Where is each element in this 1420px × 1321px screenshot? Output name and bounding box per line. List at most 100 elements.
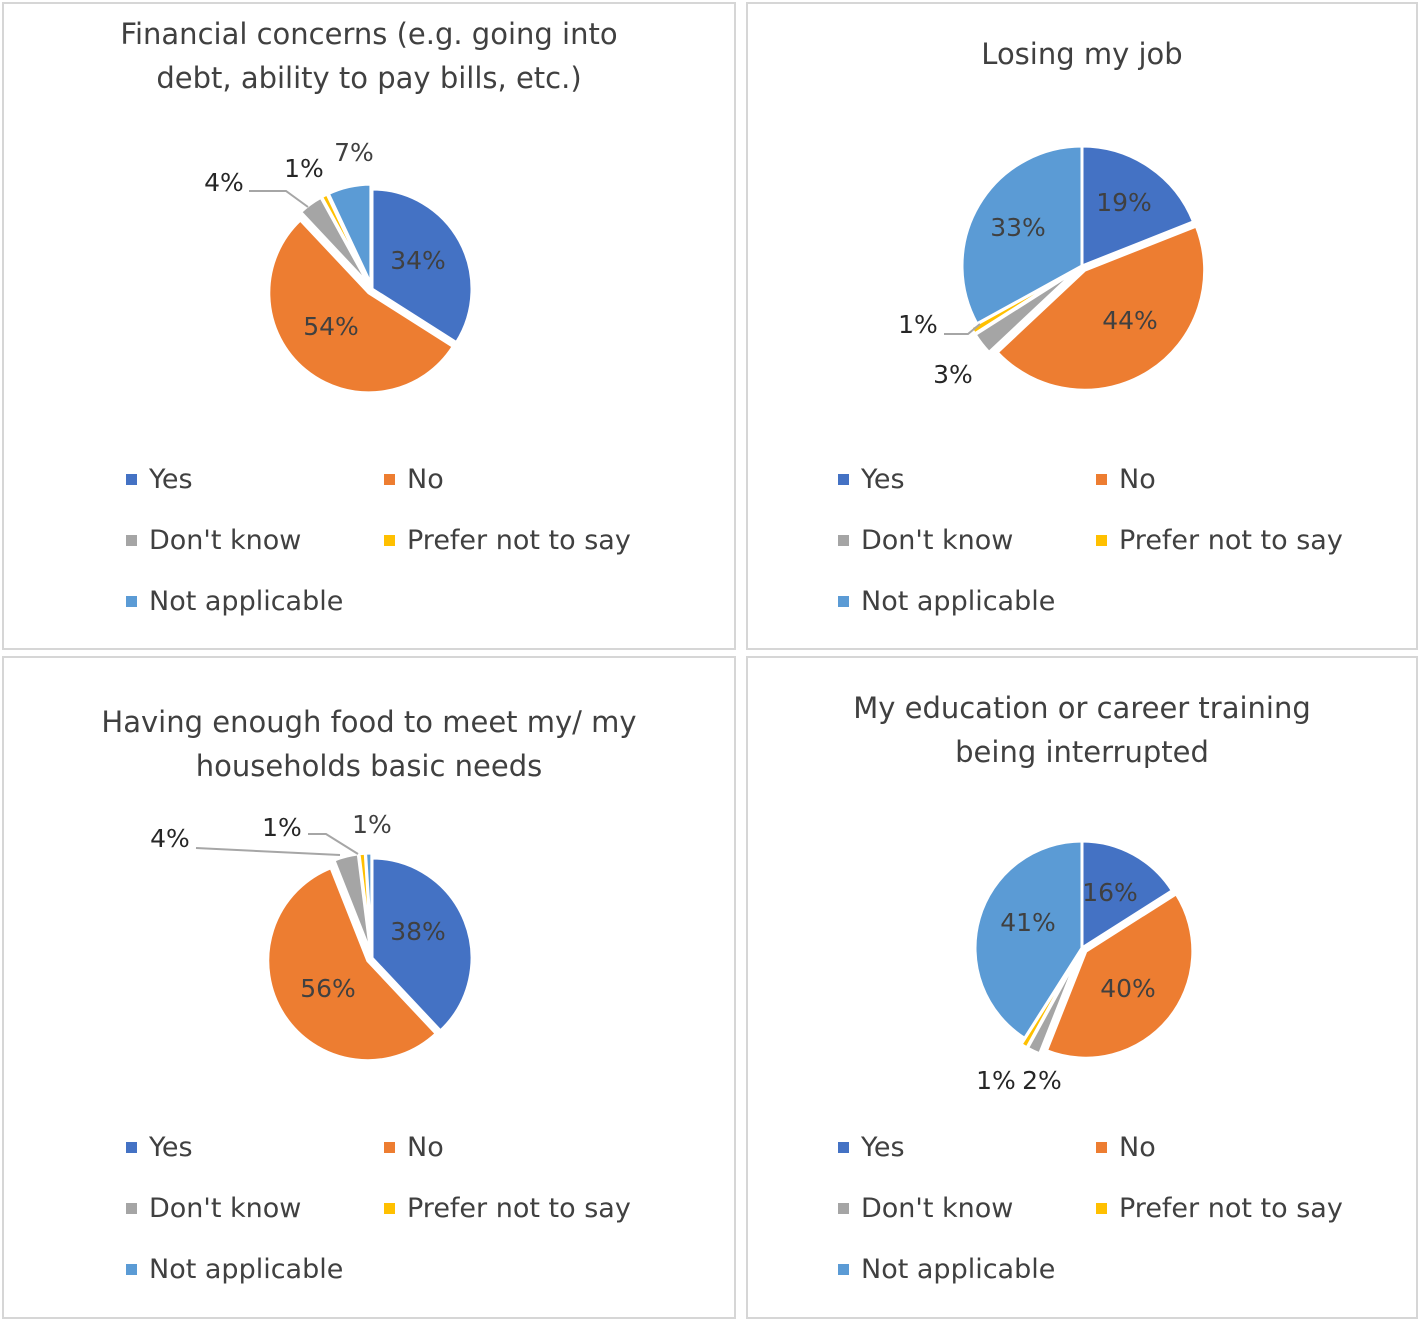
legend-item-yes: Yes — [126, 1132, 193, 1163]
data-label-prefer-not-to-say: 1% — [284, 154, 324, 183]
legend-item-don-t-know: Don't know — [126, 525, 301, 556]
legend-item-yes: Yes — [838, 464, 905, 495]
data-label-don-t-know: 4% — [150, 824, 190, 853]
data-label-yes: 19% — [1096, 188, 1152, 217]
legend-item-not-applicable: Not applicable — [838, 1254, 1055, 1285]
pie-chart: 38% 56% 4% 1% 1% — [150, 810, 474, 1063]
legend-label: No — [407, 1132, 444, 1163]
chart-title: My education or career training being int… — [748, 686, 1416, 774]
legend-label: Don't know — [149, 1193, 302, 1224]
data-label-yes: 38% — [390, 917, 446, 946]
pie-slice-not-applicable — [326, 182, 373, 286]
legend-label: Not applicable — [861, 1254, 1056, 1285]
legend-label: Not applicable — [861, 586, 1056, 617]
legend-item-don-t-know: Don't know — [838, 1193, 1013, 1224]
data-label-not-applicable: 1% — [352, 810, 392, 839]
leader-line — [249, 190, 309, 208]
legend-swatch — [126, 596, 137, 607]
legend-swatch — [1096, 1203, 1107, 1214]
legend-swatch — [384, 1142, 395, 1153]
chart-title-line: debt, ability to pay bills, etc.) — [156, 61, 582, 95]
legend-label: Don't know — [861, 1193, 1014, 1224]
pie-slice-not-applicable — [960, 144, 1084, 326]
chart-title-line: Financial concerns (e.g. going into — [120, 17, 618, 51]
legend-item-don-t-know: Don't know — [126, 1193, 301, 1224]
legend-swatch — [838, 1203, 849, 1214]
legend-swatch — [1096, 535, 1107, 546]
legend-swatch — [838, 596, 849, 607]
legend-label: Prefer not to say — [407, 1193, 631, 1224]
chart-title-line: being interrupted — [955, 735, 1209, 769]
legend-label: No — [407, 464, 444, 495]
data-label-prefer-not-to-say: 1% — [898, 310, 938, 339]
data-label-don-t-know: 3% — [933, 360, 973, 389]
legend-item-no: No — [384, 464, 444, 495]
chart-panel-enough-food: Having enough food to meet my/ my househo… — [2, 656, 736, 1319]
legend-label: Yes — [149, 1132, 193, 1163]
legend-swatch — [1096, 1142, 1107, 1153]
pie-slice-no — [266, 866, 438, 1063]
legend-item-don-t-know: Don't know — [838, 525, 1013, 556]
pie-slice-yes — [1080, 839, 1174, 950]
pie-slice-not-applicable — [973, 839, 1084, 1040]
legend-swatch — [126, 474, 137, 485]
legend-label: Prefer not to say — [1119, 1193, 1343, 1224]
pie-slice-yes — [370, 187, 474, 345]
legend-item-prefer-not-to-say: Prefer not to say — [1096, 525, 1343, 556]
chart-panel-financial-concerns: Financial concerns (e.g. going into debt,… — [2, 2, 736, 650]
chart-title-line: My education or career training — [853, 691, 1311, 725]
pie-chart: 19% 44% 3% 1% 33% — [898, 144, 1207, 392]
data-label-no: 40% — [1100, 974, 1156, 1003]
data-label-don-t-know: 4% — [204, 168, 244, 197]
data-label-no: 56% — [300, 974, 356, 1003]
pie-slice-yes — [370, 856, 474, 1033]
legend-label: No — [1119, 464, 1156, 495]
legend-label: Don't know — [861, 525, 1014, 556]
legend-item-prefer-not-to-say: Prefer not to say — [384, 1193, 631, 1224]
leader-line — [308, 833, 359, 855]
pie-chart: 34% 54% 4% 1% 7% — [204, 138, 474, 395]
pie-slice-not-applicable — [364, 851, 374, 955]
legend-label: Don't know — [149, 525, 302, 556]
chart-title-line: households basic needs — [195, 749, 543, 783]
legend-swatch — [1096, 474, 1107, 485]
legend-item-not-applicable: Not applicable — [126, 586, 343, 617]
legend-swatch — [838, 474, 849, 485]
legend-swatch — [126, 1142, 137, 1153]
legend-swatch — [126, 1203, 137, 1214]
legend-label: Yes — [149, 464, 193, 495]
legend-label: Prefer not to say — [1119, 525, 1343, 556]
legend-swatch — [126, 535, 137, 546]
legend-item-yes: Yes — [126, 464, 193, 495]
pie-chart: 16% 40% 2%1% 41% — [973, 839, 1195, 1095]
legend-swatch — [838, 1264, 849, 1275]
pie-slice-no — [267, 218, 455, 395]
pie-slice-no — [995, 224, 1207, 392]
chart-title-line: Having enough food to meet my/ my — [101, 705, 637, 739]
chart-title: Losing my job — [748, 32, 1416, 76]
data-label-don-t-know: 2% — [1022, 1066, 1062, 1095]
legend-item-no: No — [1096, 1132, 1156, 1163]
legend-swatch — [384, 474, 395, 485]
chart-title: Having enough food to meet my/ my househo… — [4, 700, 734, 788]
data-label-yes: 34% — [390, 246, 446, 275]
legend-swatch — [384, 535, 395, 546]
legend-label: Not applicable — [149, 1254, 344, 1285]
leader-line — [195, 847, 341, 856]
legend-item-prefer-not-to-say: Prefer not to say — [1096, 1193, 1343, 1224]
data-label-prefer-not-to-say: 1% — [262, 813, 302, 842]
chart-panel-education-interrupted: My education or career training being int… — [746, 656, 1418, 1319]
legend-label: Yes — [861, 1132, 905, 1163]
leader-line — [944, 323, 981, 335]
legend-item-not-applicable: Not applicable — [126, 1254, 343, 1285]
legend-label: Yes — [861, 464, 905, 495]
chart-panel-losing-job: Losing my job 19% 44% 3% 1% 33% Yes No Don't kno… — [746, 2, 1418, 650]
legend-item-prefer-not-to-say: Prefer not to say — [384, 525, 631, 556]
legend-item-no: No — [384, 1132, 444, 1163]
data-label-yes: 16% — [1082, 878, 1138, 907]
pie-slice-yes — [1080, 144, 1196, 268]
chart-title: Financial concerns (e.g. going into debt,… — [4, 12, 734, 100]
legend-label: No — [1119, 1132, 1156, 1163]
legend-swatch — [384, 1203, 395, 1214]
legend-item-no: No — [1096, 464, 1156, 495]
